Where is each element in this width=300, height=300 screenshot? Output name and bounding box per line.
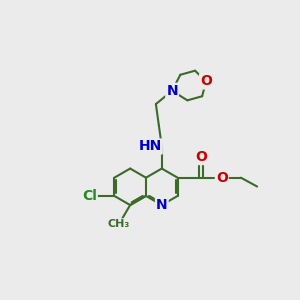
Text: O: O bbox=[216, 171, 228, 185]
Text: O: O bbox=[195, 150, 207, 164]
Text: HN: HN bbox=[139, 140, 162, 154]
Text: O: O bbox=[200, 74, 212, 88]
Text: Cl: Cl bbox=[82, 189, 97, 203]
Text: N: N bbox=[166, 84, 178, 98]
Text: N: N bbox=[156, 198, 168, 212]
Text: CH₃: CH₃ bbox=[108, 219, 130, 229]
